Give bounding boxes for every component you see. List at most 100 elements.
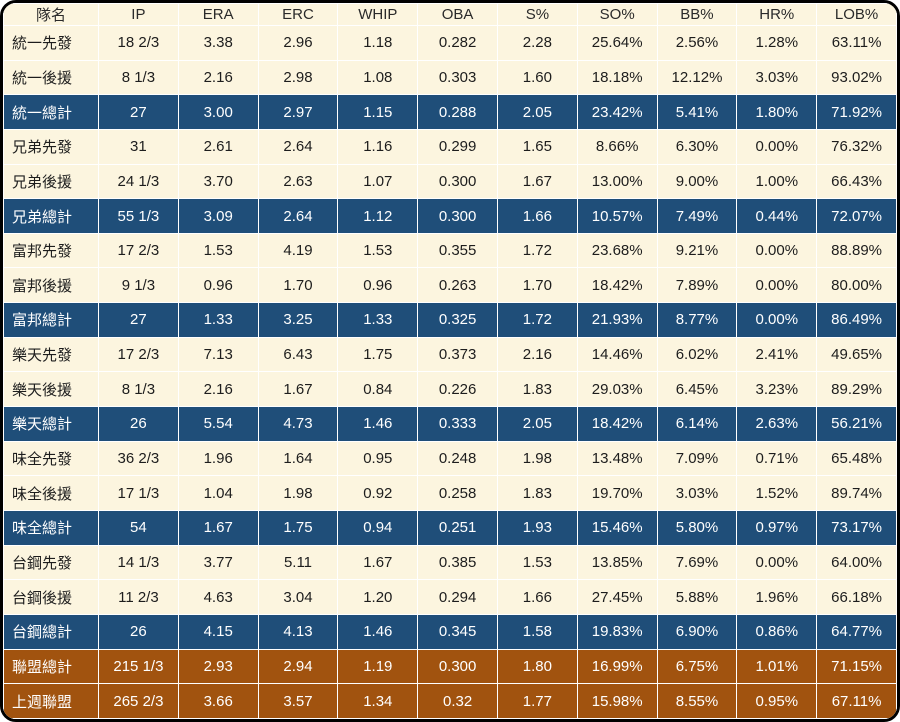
stat-cell: 55 1/3	[98, 198, 179, 234]
stat-cell: 7.69%	[656, 544, 738, 581]
stat-cell: 49.65%	[816, 336, 897, 373]
stat-cell: 0.226	[417, 371, 498, 408]
stat-cell: 1.65	[496, 128, 578, 165]
stat-cell: 18.42%	[576, 267, 658, 304]
stat-cell: 1.67	[257, 371, 339, 408]
stat-cell: 3.03%	[656, 475, 738, 511]
team-cell: 統一先發	[3, 25, 99, 61]
stat-cell: 4.13	[257, 613, 339, 650]
stat-cell: 66.18%	[816, 579, 897, 615]
table-header: 隊名 IP ERA ERC WHIP OBA S% SO% BB% HR% LOB%	[3, 3, 897, 26]
stat-cell: 3.70	[177, 163, 259, 200]
stat-cell: 1.04	[177, 475, 259, 511]
stat-cell: 31	[98, 128, 179, 165]
stat-cell: 17 2/3	[98, 336, 179, 373]
stat-cell: 0.95	[337, 440, 419, 477]
table-row: 兄弟先發 31 2.61 2.64 1.16 0.299 1.65 8.66% 6.30% 0.0…	[3, 128, 897, 165]
stat-cell: 2.97	[257, 94, 339, 130]
stat-cell: 17 1/3	[98, 475, 179, 511]
stat-cell: 1.64	[257, 440, 339, 477]
stat-cell: 0.32	[417, 683, 498, 719]
stat-cell: 1.53	[496, 544, 578, 581]
stat-cell: 1.19	[337, 648, 419, 685]
stat-cell: 0.248	[417, 440, 498, 477]
team-cell: 兄弟後援	[3, 163, 99, 200]
table-row: 台鋼後援 11 2/3 4.63 3.04 1.20 0.294 1.66 27.45% 5.8…	[3, 579, 897, 615]
stat-cell: 1.93	[496, 509, 578, 546]
stat-cell: 93.02%	[816, 59, 897, 96]
stat-cell: 0.303	[417, 59, 498, 96]
table-row: 樂天後援 8 1/3 2.16 1.67 0.84 0.226 1.83 29.03% 6.45…	[3, 371, 897, 408]
stat-cell: 215 1/3	[98, 648, 179, 685]
table-row: 兄弟後援 24 1/3 3.70 2.63 1.07 0.300 1.67 13.00% 9.0…	[3, 163, 897, 200]
stat-cell: 56.21%	[816, 406, 897, 442]
stat-cell: 86.49%	[816, 302, 897, 338]
stat-cell: 89.74%	[816, 475, 897, 511]
stat-cell: 29.03%	[576, 371, 658, 408]
stat-cell: 6.90%	[656, 613, 738, 650]
stat-cell: 2.28	[496, 25, 578, 61]
stat-cell: 0.95%	[736, 683, 818, 719]
stat-cell: 1.28%	[736, 25, 818, 61]
column-header: ERC	[257, 3, 339, 26]
stat-cell: 72.07%	[816, 198, 897, 234]
stat-cell: 1.67	[337, 544, 419, 581]
stat-cell: 1.60	[496, 59, 578, 96]
stat-cell: 2.63	[257, 163, 339, 200]
stat-cell: 1.00%	[736, 163, 818, 200]
stat-cell: 21.93%	[576, 302, 658, 338]
stat-cell: 76.32%	[816, 128, 897, 165]
stat-cell: 2.64	[257, 128, 339, 165]
stat-cell: 2.63%	[736, 406, 818, 442]
column-header: ERA	[177, 3, 259, 26]
stat-cell: 1.96	[177, 440, 259, 477]
stat-cell: 1.33	[177, 302, 259, 338]
stat-cell: 4.63	[177, 579, 259, 615]
stat-cell: 1.80%	[736, 94, 818, 130]
stat-cell: 7.13	[177, 336, 259, 373]
team-cell: 富邦總計	[3, 302, 99, 338]
stat-cell: 1.96%	[736, 579, 818, 615]
column-header: IP	[98, 3, 179, 26]
stat-cell: 0.385	[417, 544, 498, 581]
stat-cell: 1.72	[496, 232, 578, 269]
stat-cell: 5.11	[257, 544, 339, 581]
table-row: 味全後援 17 1/3 1.04 1.98 0.92 0.258 1.83 19.70% 3.0…	[3, 475, 897, 511]
stat-cell: 15.98%	[576, 683, 658, 719]
stat-cell: 80.00%	[816, 267, 897, 304]
stat-cell: 0.288	[417, 94, 498, 130]
stat-cell: 27	[98, 94, 179, 130]
stat-cell: 0.96	[177, 267, 259, 304]
stat-cell: 1.66	[496, 579, 578, 615]
stat-cell: 3.25	[257, 302, 339, 338]
stat-cell: 1.67	[177, 509, 259, 546]
stat-cell: 1.20	[337, 579, 419, 615]
stat-cell: 3.00	[177, 94, 259, 130]
stat-cell: 5.88%	[656, 579, 738, 615]
stat-cell: 0.00%	[736, 267, 818, 304]
team-cell: 統一總計	[3, 94, 99, 130]
table-row: 富邦後援 9 1/3 0.96 1.70 0.96 0.263 1.70 18.42% 7.89…	[3, 267, 897, 304]
stat-cell: 65.48%	[816, 440, 897, 477]
stat-cell: 2.41%	[736, 336, 818, 373]
stat-cell: 2.61	[177, 128, 259, 165]
stat-cell: 66.43%	[816, 163, 897, 200]
stat-cell: 6.02%	[656, 336, 738, 373]
team-cell: 台鋼先發	[3, 544, 99, 581]
stat-cell: 25.64%	[576, 25, 658, 61]
stat-cell: 1.15	[337, 94, 419, 130]
stat-cell: 1.98	[496, 440, 578, 477]
stat-cell: 3.38	[177, 25, 259, 61]
stat-cell: 15.46%	[576, 509, 658, 546]
stat-cell: 64.77%	[816, 613, 897, 650]
table-row: 樂天總計 26 5.54 4.73 1.46 0.333 2.05 18.42% 6.14% 2.…	[3, 406, 897, 442]
table-row: 台鋼先發 14 1/3 3.77 5.11 1.67 0.385 1.53 13.85% 7.6…	[3, 544, 897, 581]
stat-cell: 0.94	[337, 509, 419, 546]
stat-cell: 9.00%	[656, 163, 738, 200]
stat-cell: 71.92%	[816, 94, 897, 130]
table-row: 富邦先發 17 2/3 1.53 4.19 1.53 0.355 1.72 23.68% 9.2…	[3, 232, 897, 269]
column-header: HR%	[736, 3, 818, 26]
stat-cell: 3.23%	[736, 371, 818, 408]
stat-cell: 26	[98, 613, 179, 650]
stat-cell: 13.00%	[576, 163, 658, 200]
